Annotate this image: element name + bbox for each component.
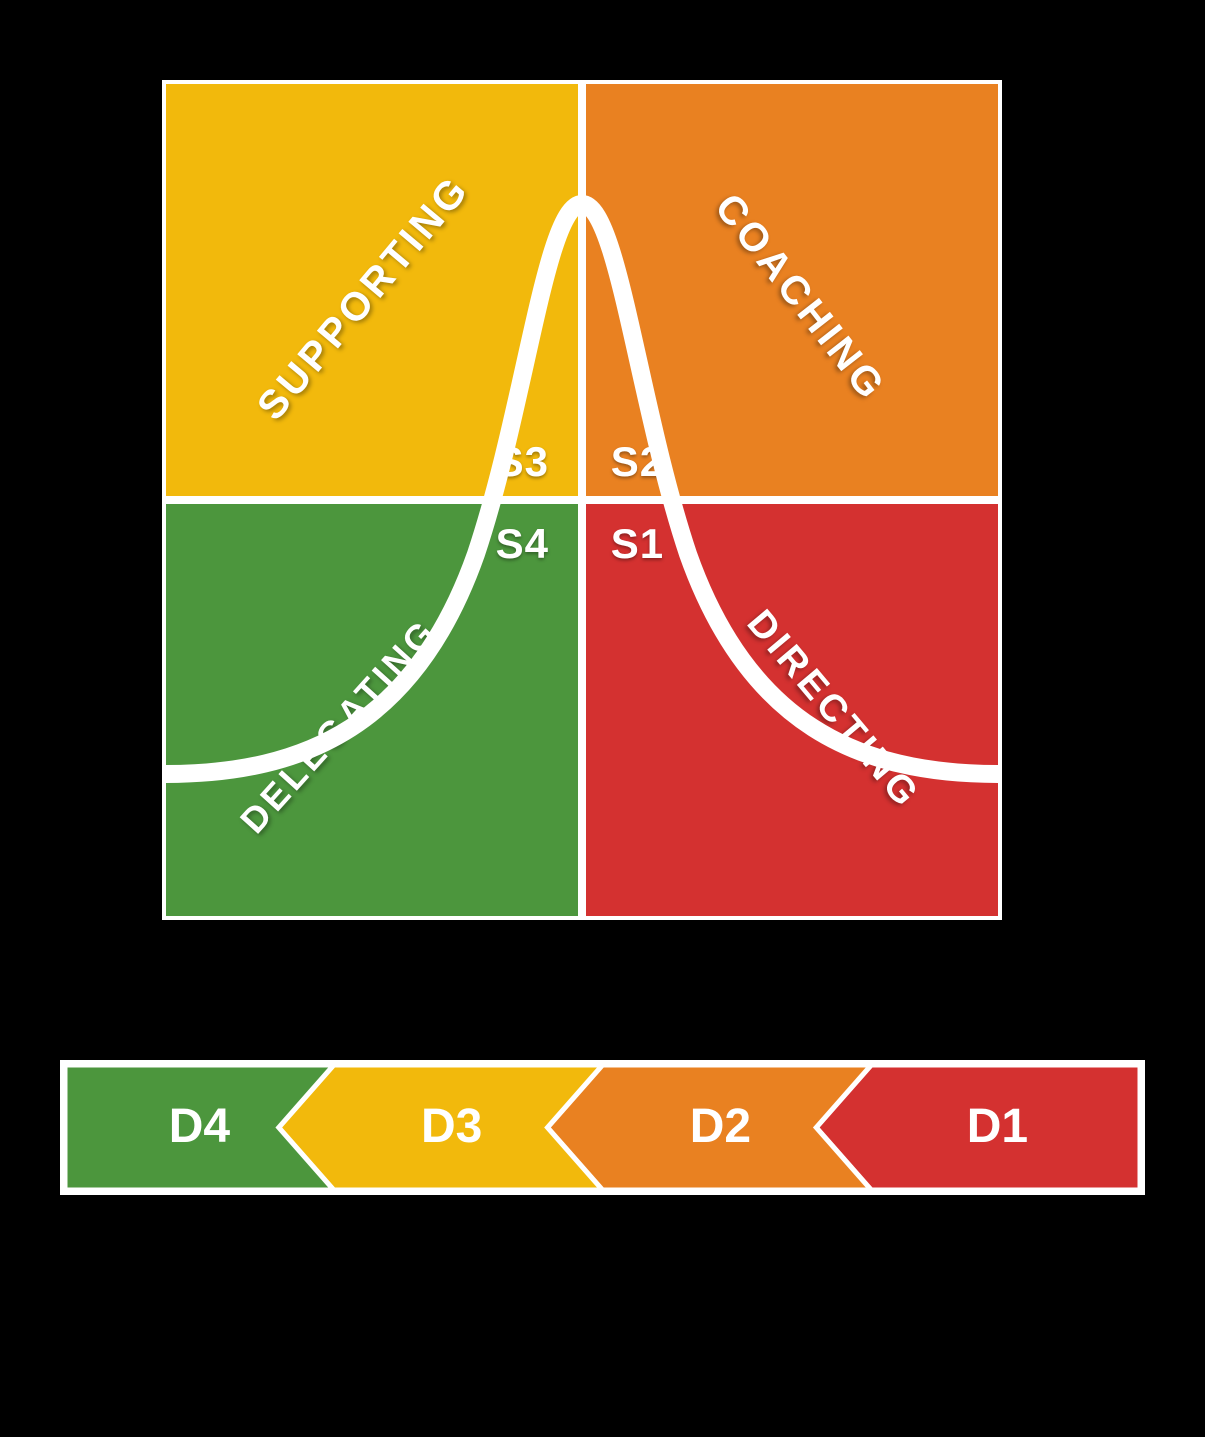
quadrant-supporting: SUPPORTING S3 — [166, 84, 582, 500]
development-level-chevrons: D4 D3 D2 D1 — [65, 1065, 1140, 1190]
quadrant-coaching: COACHING S2 — [582, 84, 998, 500]
quadrant-label-supporting: SUPPORTING — [249, 167, 479, 429]
quadrant-directing: DIRECTING S1 — [582, 500, 998, 916]
quadrant-delegating: DELEGATING S4 — [166, 500, 582, 916]
quadrant-code-s4: S4 — [496, 520, 549, 568]
dev-label-d4: D4 — [169, 1100, 231, 1153]
dev-label-d1: D1 — [967, 1100, 1028, 1153]
quadrant-label-directing: DIRECTING — [738, 602, 928, 817]
quadrant-code-s3: S3 — [496, 438, 549, 486]
quadrant-label-delegating: DELEGATING — [232, 611, 446, 842]
diagram-stage: SUPPORTING S3 COACHING S2 DELEGATING S4 … — [0, 0, 1205, 1437]
dev-label-d2: D2 — [690, 1100, 751, 1153]
leadership-matrix: SUPPORTING S3 COACHING S2 DELEGATING S4 … — [162, 80, 1002, 920]
quadrant-code-s1: S1 — [611, 520, 664, 568]
quadrant-label-coaching: COACHING — [706, 186, 895, 411]
dev-label-d3: D3 — [421, 1100, 482, 1153]
quadrant-code-s2: S2 — [611, 438, 664, 486]
development-level-row: D4 D3 D2 D1 — [60, 1060, 1145, 1195]
